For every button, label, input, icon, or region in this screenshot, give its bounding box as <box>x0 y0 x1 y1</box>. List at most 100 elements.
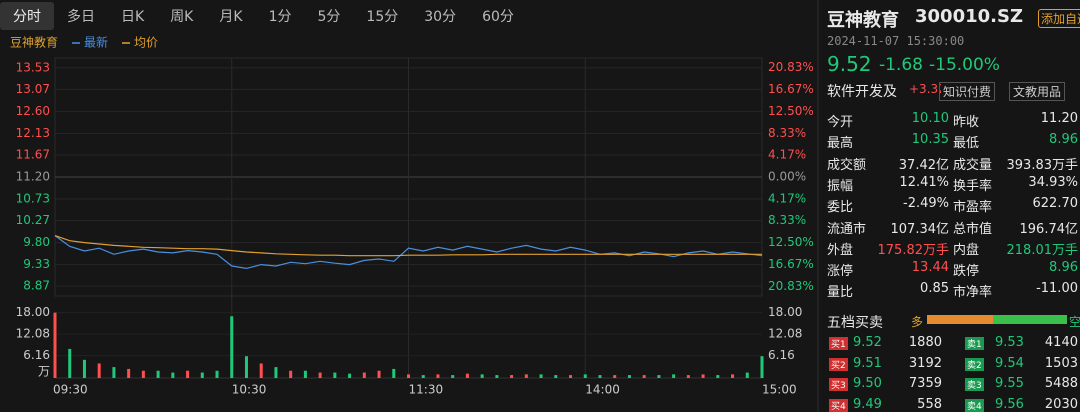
volume-bar <box>480 374 484 378</box>
concept-tag[interactable]: 文教用品 <box>1009 82 1066 101</box>
volume-bar <box>259 363 263 378</box>
y-tick-label: 12.08 <box>16 327 50 341</box>
last-price: 9.52 <box>827 52 872 76</box>
stat-value: 10.10 <box>911 111 949 126</box>
y-tick-label: 10.73 <box>16 192 50 206</box>
stat-label: 最低 <box>953 136 980 152</box>
stat-label: 最高 <box>827 136 854 152</box>
y-tick-label: 13.53 <box>16 60 50 74</box>
y2-tick-label: 8.33% <box>768 213 806 227</box>
ask-volume: 4140 <box>1044 335 1078 350</box>
stat-label: 成交额 <box>827 157 867 173</box>
stat-value: 218.01万手 <box>1006 242 1079 258</box>
volume-bar <box>554 375 558 378</box>
y2-tick-label: 18.00 <box>768 305 802 319</box>
y2-tick-label: 4.17% <box>768 191 806 205</box>
ask-price: 9.56 <box>995 396 1024 412</box>
volume-bar <box>127 368 131 378</box>
stat-label: 振幅 <box>827 178 854 194</box>
add-watch-button[interactable]: 添加自选 <box>1038 9 1080 28</box>
y2-tick-label: 4.17% <box>768 148 806 162</box>
quote-panel: 豆神教育 300010.SZ 添加自选 2024-11-07 15:30:00 9.52… <box>817 0 1080 412</box>
volume-bar <box>186 370 190 378</box>
period-tab[interactable]: 5分 <box>317 9 341 25</box>
volume-bar <box>716 375 720 378</box>
volume-bar <box>333 372 337 378</box>
buy-ratio-fill <box>927 315 993 324</box>
period-tab[interactable]: 多日 <box>67 9 95 25</box>
volume-bar <box>362 372 366 378</box>
x-tick-label: 11:30 <box>409 383 444 397</box>
stat-value: 12.41% <box>899 174 949 190</box>
period-tab[interactable]: 周K <box>170 9 194 25</box>
volume-bar <box>274 367 278 378</box>
price-change-pct: -15.00% <box>929 55 1000 75</box>
y2-tick-label: 8.33% <box>768 126 806 140</box>
ask-volume: 5488 <box>1044 376 1078 391</box>
stat-label: 外盘 <box>827 242 854 258</box>
bid-level: 买2 <box>829 357 848 371</box>
period-tab[interactable]: 15分 <box>366 9 399 25</box>
bid-volume: 7359 <box>908 376 942 391</box>
concept-tag[interactable]: 知识付费 <box>939 82 996 101</box>
stat-label: 昨收 <box>953 115 980 130</box>
y-tick-label: 13.07 <box>16 82 50 96</box>
ratio-bar <box>927 315 1067 324</box>
volume-bar <box>53 312 57 378</box>
volume-bar <box>524 374 528 378</box>
period-tab[interactable]: 日K <box>121 9 145 25</box>
bid-price: 9.52 <box>853 335 882 350</box>
ask-volume: 2030 <box>1044 396 1078 412</box>
period-tab[interactable]: 60分 <box>482 9 514 25</box>
sector-name: 软件开发及 <box>827 84 897 100</box>
y2-tick-label: 16.67% <box>768 257 814 271</box>
stat-value: 196.74亿 <box>1019 221 1079 237</box>
ask-level: 卖1 <box>965 337 984 350</box>
stat-label: 量比 <box>827 285 854 301</box>
period-tab[interactable]: 分时 <box>0 2 54 30</box>
bid-level: 买4 <box>829 398 848 412</box>
y-tick-label: 9.33 <box>23 257 50 271</box>
stat-value: 622.70 <box>1032 196 1079 212</box>
volume-bar <box>421 375 425 378</box>
x-tick-label: 14:00 <box>585 383 620 397</box>
period-tab[interactable]: 30分 <box>424 9 457 25</box>
volume-bar <box>171 372 175 378</box>
volume-bar <box>657 375 661 378</box>
bid-price: 9.49 <box>853 396 882 412</box>
y2-tick-label: 0.00% <box>768 170 806 184</box>
ask-price: 9.55 <box>995 376 1024 391</box>
y-tick-label: 8.87 <box>23 279 50 293</box>
stat-value: 175.82万手 <box>877 242 950 258</box>
bid-volume: 3192 <box>908 355 942 371</box>
x-tick-label: 09:30 <box>53 383 88 397</box>
legend-label: 均价 <box>134 36 158 50</box>
volume-bar <box>141 370 145 378</box>
volume-bar <box>686 375 690 378</box>
stock-name: 豆神教育 <box>827 10 899 31</box>
stat-value: 37.42亿 <box>898 157 949 173</box>
volume-bar <box>82 359 86 378</box>
volume-bar <box>539 374 543 378</box>
stat-value: 0.85 <box>920 281 949 297</box>
volume-bar <box>215 370 219 378</box>
volume-bar <box>68 348 72 378</box>
period-tab[interactable]: 1分 <box>268 9 292 25</box>
y2-tick-label: 16.67% <box>768 82 814 96</box>
period-tab[interactable]: 月K <box>219 9 243 25</box>
stat-value: 34.93% <box>1028 174 1078 190</box>
bid-price: 9.50 <box>853 376 882 391</box>
stock-code: 300010.SZ <box>915 6 1023 27</box>
stat-label: 今开 <box>827 115 854 130</box>
stat-value: -11.00 <box>1036 281 1078 297</box>
stat-label: 成交量 <box>953 157 993 173</box>
volume-bar <box>112 367 116 378</box>
period-tabs: 分时 多日 日K 周K 月K 1分 5分 15分 30分 60分 <box>0 0 527 32</box>
volume-bar <box>200 372 204 378</box>
volume-bar <box>97 363 101 378</box>
volume-bar <box>407 374 410 378</box>
volume-bar <box>613 375 617 378</box>
y-tick-label: 12.13 <box>16 126 50 140</box>
volume-bar <box>642 375 646 378</box>
